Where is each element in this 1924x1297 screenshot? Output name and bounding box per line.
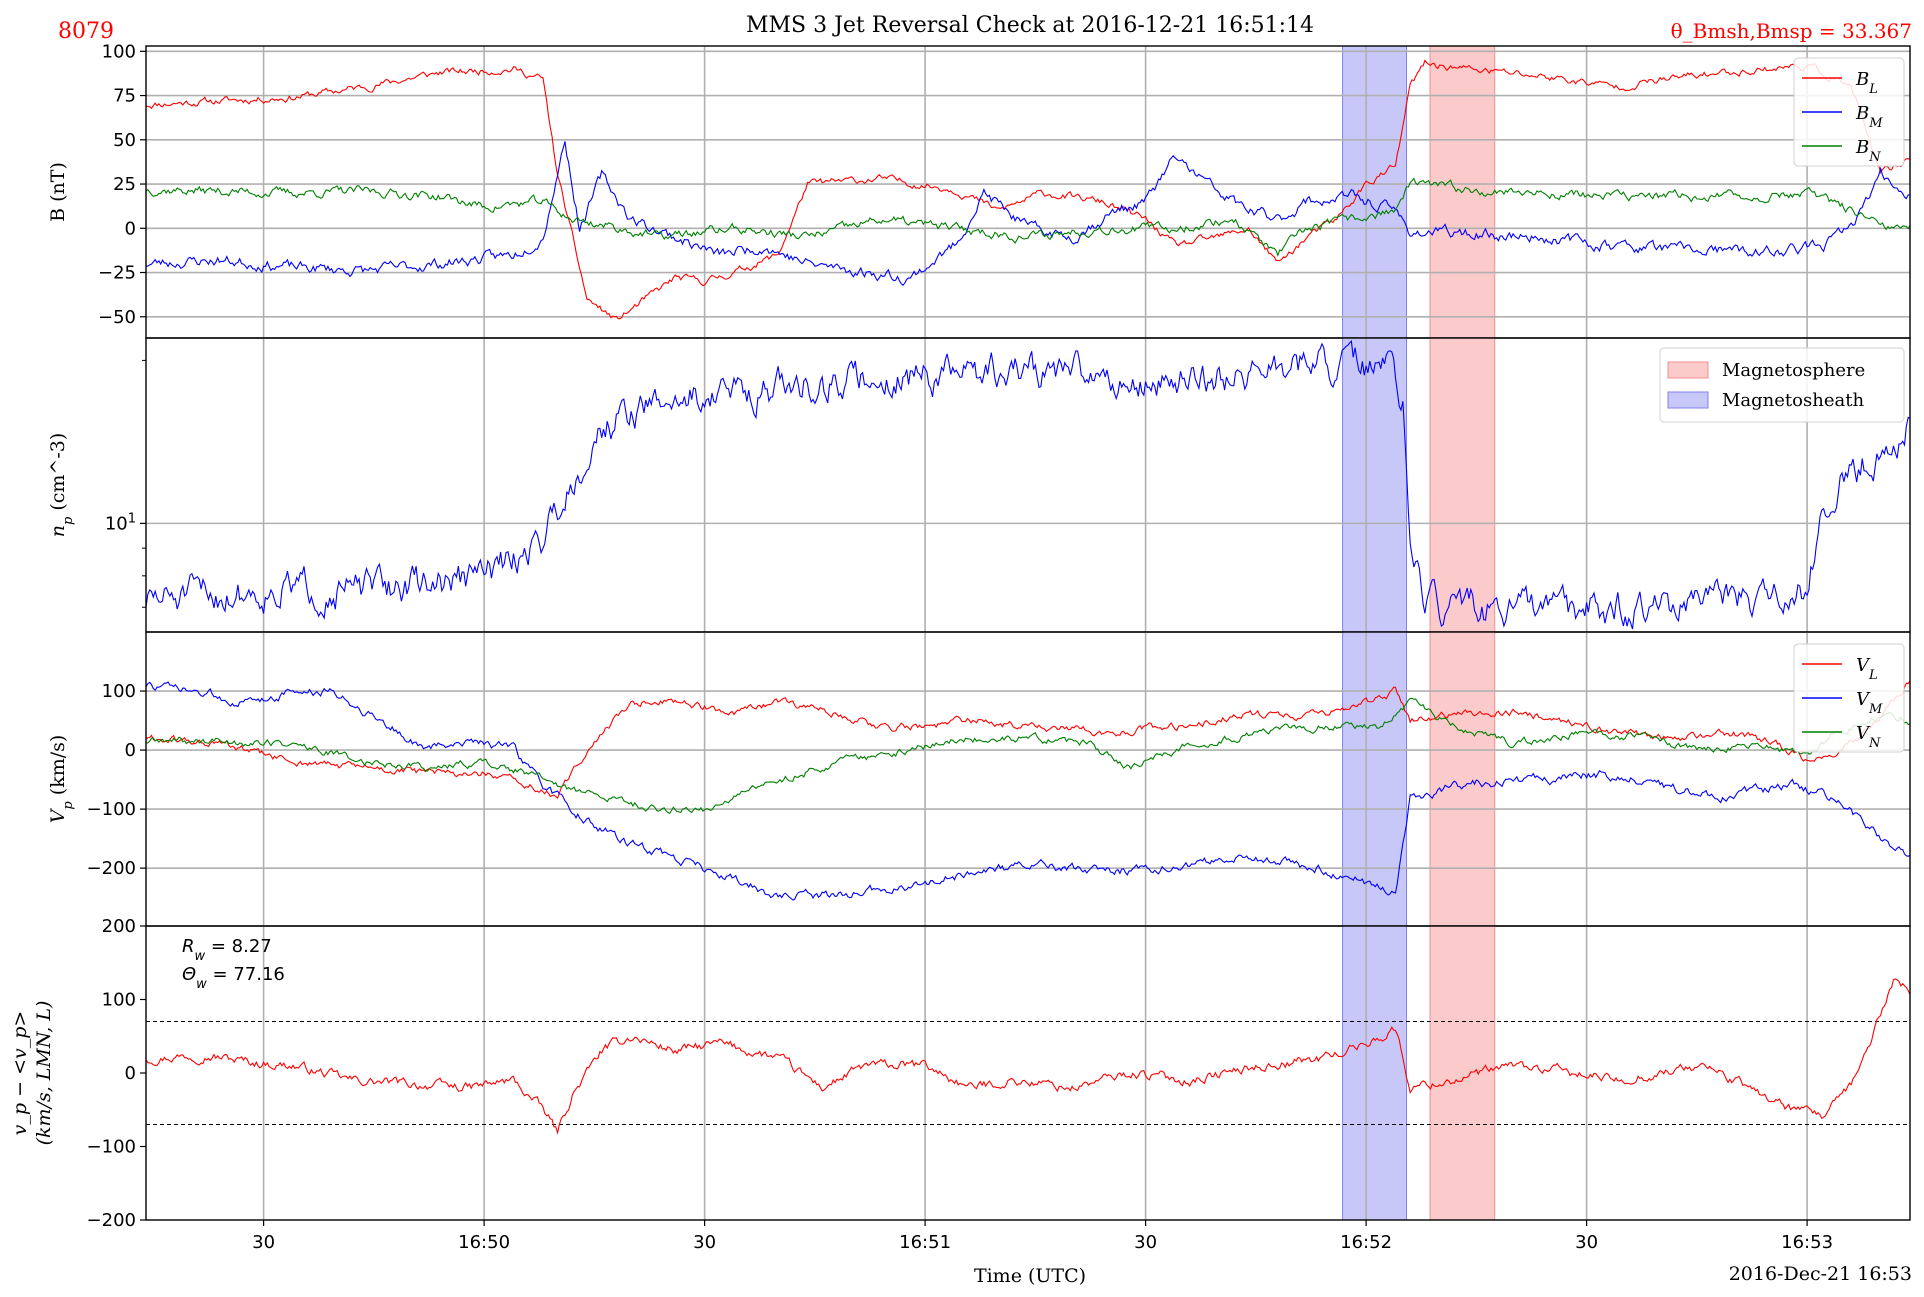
panel-n: 101 np (cm^-3) Magnetosphere Magnetosheath	[47, 337, 1911, 633]
date-label: 2016-Dec-21 16:53	[1729, 1263, 1912, 1285]
x-tick-label-2: 30	[693, 1232, 716, 1253]
y-tick-label-n-0: 101	[105, 511, 136, 535]
series-line-bn	[146, 177, 1910, 257]
y-tick-label-V-3: 100	[102, 681, 136, 702]
x-tick-label-0: 30	[252, 1232, 275, 1253]
panel-dv: −200 −100 0 100 200 v_p − <v_p> (km/s, LMN, L)…	[9, 916, 1911, 1231]
panel-B: −50 −25 0 25 50 75 100 B (nT) BL BM BN	[47, 41, 1911, 339]
legend-label-bm: BM	[1855, 103, 1883, 131]
y-axis-label-dv: v_p − <v_p> (km/s, LMN, L)	[9, 1001, 55, 1146]
panel-frame-V	[145, 631, 1911, 927]
x-tick-label-6: 30	[1575, 1232, 1598, 1253]
legend-box-V	[1793, 643, 1905, 753]
legend-label-magnetosheath: Magnetosheath	[1722, 390, 1864, 411]
y-tick-label-B-1: −25	[98, 263, 136, 284]
region-magnetosheath-dv	[1342, 925, 1408, 1221]
legend-swatch-magnetosheath	[1667, 391, 1709, 409]
y-tick-label-dv-1: −100	[87, 1137, 136, 1158]
legend-box-B	[1793, 57, 1905, 167]
x-tick-label-4: 30	[1134, 1232, 1157, 1253]
panels-group: −50 −25 0 25 50 75 100 B (nT) BL BM BN 101 np (cm^-3…	[9, 41, 1911, 1253]
panel-V: −200 −100 0 100 Vp (km/s) VL VM VN	[47, 631, 1911, 927]
x-tick-label-5: 16:52	[1340, 1232, 1392, 1253]
region-magnetosphere-dv	[1429, 925, 1496, 1221]
panel-frame-B	[145, 45, 1911, 339]
series-line-bl	[146, 59, 1910, 320]
y-tick-label-B-4: 50	[113, 130, 136, 151]
y-tick-label-B-0: −50	[98, 307, 136, 328]
angle-label: θ_Bmsh,Bmsp = 33.367	[1671, 19, 1912, 43]
legend-label-magnetosphere: Magnetosphere	[1722, 360, 1865, 381]
y-tick-label-V-1: −100	[87, 799, 136, 820]
y-tick-label-B-6: 100	[102, 41, 136, 62]
region-magnetosphere-V	[1429, 631, 1496, 927]
y-tick-label-dv-3: 100	[102, 990, 136, 1011]
series-line-vm	[146, 681, 1910, 901]
region-magnetosphere-n	[1429, 337, 1496, 633]
x-tick-label-3: 16:51	[899, 1232, 951, 1253]
event-id-label: 8079	[58, 19, 114, 44]
y-tick-label-dv-0: −200	[87, 1210, 136, 1231]
y-tick-label-V-0: −200	[87, 858, 136, 879]
annotation-0: Rw = 8.27	[182, 936, 272, 964]
y-axis-label-n: np (cm^-3)	[47, 433, 76, 538]
legend-label-vn: VN	[1856, 723, 1881, 751]
panel-frame-n	[145, 337, 1911, 633]
legend-label-vm: VM	[1856, 689, 1883, 717]
y-tick-label-B-3: 25	[113, 174, 136, 195]
chart-title: MMS 3 Jet Reversal Check at 2016-12-21 1…	[746, 13, 1314, 38]
y-tick-label-dv-4: 200	[102, 916, 136, 937]
legend-box-regions	[1659, 347, 1905, 423]
y-tick-label-dv-2: 0	[125, 1063, 136, 1084]
panel-frame-dv	[145, 925, 1911, 1221]
legend-swatch-magnetosphere	[1667, 361, 1709, 379]
annotation-1: Θw = 77.16	[182, 964, 285, 992]
y-axis-label-V: Vp (km/s)	[47, 735, 76, 824]
series-line-np	[146, 340, 1910, 630]
series-line-vn	[146, 697, 1910, 814]
series-line-vl	[146, 680, 1910, 800]
region-magnetosheath-n	[1342, 337, 1408, 633]
x-tick-label-7: 16:53	[1781, 1232, 1833, 1253]
y-tick-label-B-2: 0	[125, 218, 136, 239]
x-tick-label-1: 16:50	[458, 1232, 510, 1253]
series-line-bm	[146, 141, 1910, 286]
legend-label-vl: VL	[1856, 655, 1878, 683]
region-magnetosheath-B	[1342, 45, 1408, 339]
y-tick-label-B-5: 75	[113, 86, 136, 107]
y-tick-label-V-2: 0	[125, 740, 136, 761]
legend-label-bl: BL	[1855, 69, 1878, 97]
y-axis-label-B: B (nT)	[47, 162, 69, 222]
x-axis-label: Time (UTC)	[974, 1265, 1086, 1287]
legend-label-bn: BN	[1855, 137, 1881, 165]
region-magnetosheath-V	[1342, 631, 1408, 927]
series-line-dv	[146, 978, 1910, 1135]
